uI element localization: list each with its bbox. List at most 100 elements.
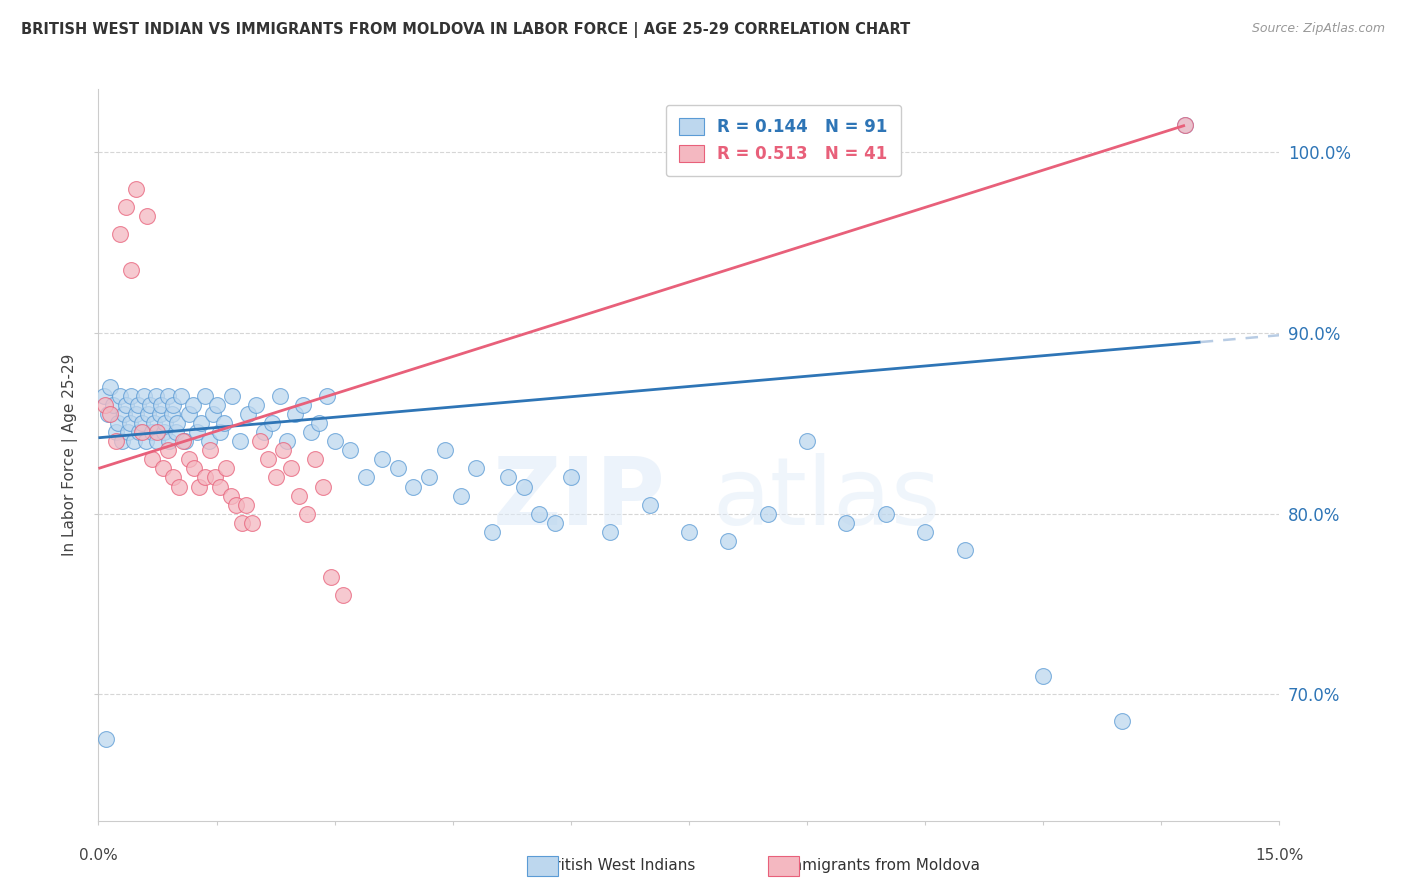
Point: [231, 516, 253, 530]
Point: [678, 524, 700, 539]
Point: [96, 732, 118, 747]
Legend: R = 0.144   N = 91, R = 0.513   N = 41: R = 0.144 N = 91, R = 0.513 N = 41: [665, 105, 901, 177]
Point: [236, 407, 259, 421]
Point: [599, 524, 621, 539]
Point: [136, 407, 159, 421]
Point: [371, 452, 394, 467]
Point: [256, 452, 278, 467]
Point: [1174, 118, 1197, 132]
Point: [481, 524, 503, 539]
Point: [107, 417, 129, 431]
Point: [339, 443, 361, 458]
Point: [273, 443, 295, 458]
Point: [264, 470, 287, 484]
Point: [152, 461, 174, 475]
Point: [162, 470, 184, 484]
Point: [150, 398, 173, 412]
Point: [194, 470, 217, 484]
Point: [170, 389, 193, 403]
Point: [172, 434, 194, 449]
Text: 0.0%: 0.0%: [79, 847, 118, 863]
Point: [135, 434, 157, 449]
Point: [953, 542, 976, 557]
Point: [354, 470, 377, 484]
Point: [209, 425, 232, 440]
Point: [235, 498, 257, 512]
Text: 15.0%: 15.0%: [1256, 847, 1303, 863]
Point: [155, 417, 177, 431]
Point: [280, 461, 302, 475]
Point: [132, 389, 155, 403]
Point: [181, 398, 204, 412]
Point: [215, 461, 238, 475]
Point: [201, 407, 224, 421]
Point: [188, 479, 211, 493]
Point: [245, 398, 267, 412]
Point: [93, 398, 115, 412]
Point: [387, 461, 409, 475]
Point: [136, 209, 159, 223]
Point: [122, 434, 145, 449]
Point: [269, 389, 291, 403]
Point: [121, 389, 143, 403]
Point: [104, 434, 127, 449]
Point: [200, 443, 222, 458]
Point: [418, 470, 440, 484]
Point: [308, 417, 330, 431]
Point: [260, 417, 283, 431]
Point: [323, 434, 346, 449]
Point: [496, 470, 519, 484]
Point: [152, 425, 174, 440]
Text: British West Indians: British West Indians: [534, 858, 696, 872]
Point: [128, 425, 150, 440]
Point: [225, 498, 247, 512]
Point: [115, 398, 138, 412]
Point: [131, 417, 153, 431]
Point: [796, 434, 818, 449]
Point: [638, 498, 661, 512]
Point: [104, 425, 127, 440]
Point: [138, 398, 160, 412]
Point: [145, 389, 167, 403]
Point: [167, 479, 190, 493]
Point: [292, 398, 315, 412]
Point: [110, 389, 132, 403]
Point: [1174, 118, 1197, 132]
Point: [229, 434, 252, 449]
Point: [131, 425, 153, 440]
Point: [186, 425, 208, 440]
Point: [125, 181, 148, 195]
Point: [205, 398, 228, 412]
Point: [190, 417, 212, 431]
Point: [402, 479, 425, 493]
Point: [165, 425, 187, 440]
Point: [149, 407, 172, 421]
Point: [209, 479, 232, 493]
Point: [319, 570, 342, 584]
Point: [194, 389, 217, 403]
Point: [1032, 669, 1054, 683]
Point: [115, 200, 138, 214]
Point: [560, 470, 582, 484]
Point: [914, 524, 936, 539]
Point: [98, 380, 121, 394]
Point: [146, 434, 169, 449]
Point: [544, 516, 567, 530]
Point: [450, 489, 472, 503]
Point: [93, 389, 115, 403]
Point: [156, 389, 179, 403]
Point: [156, 443, 179, 458]
Point: [177, 452, 200, 467]
Point: [110, 227, 132, 241]
Point: [332, 588, 354, 602]
Point: [160, 407, 183, 421]
Point: [219, 489, 242, 503]
Point: [97, 407, 120, 421]
Point: [146, 425, 169, 440]
Point: [284, 407, 307, 421]
Text: ZIP: ZIP: [492, 453, 665, 545]
Point: [299, 425, 322, 440]
Point: [166, 417, 188, 431]
Point: [835, 516, 858, 530]
Point: [288, 489, 311, 503]
